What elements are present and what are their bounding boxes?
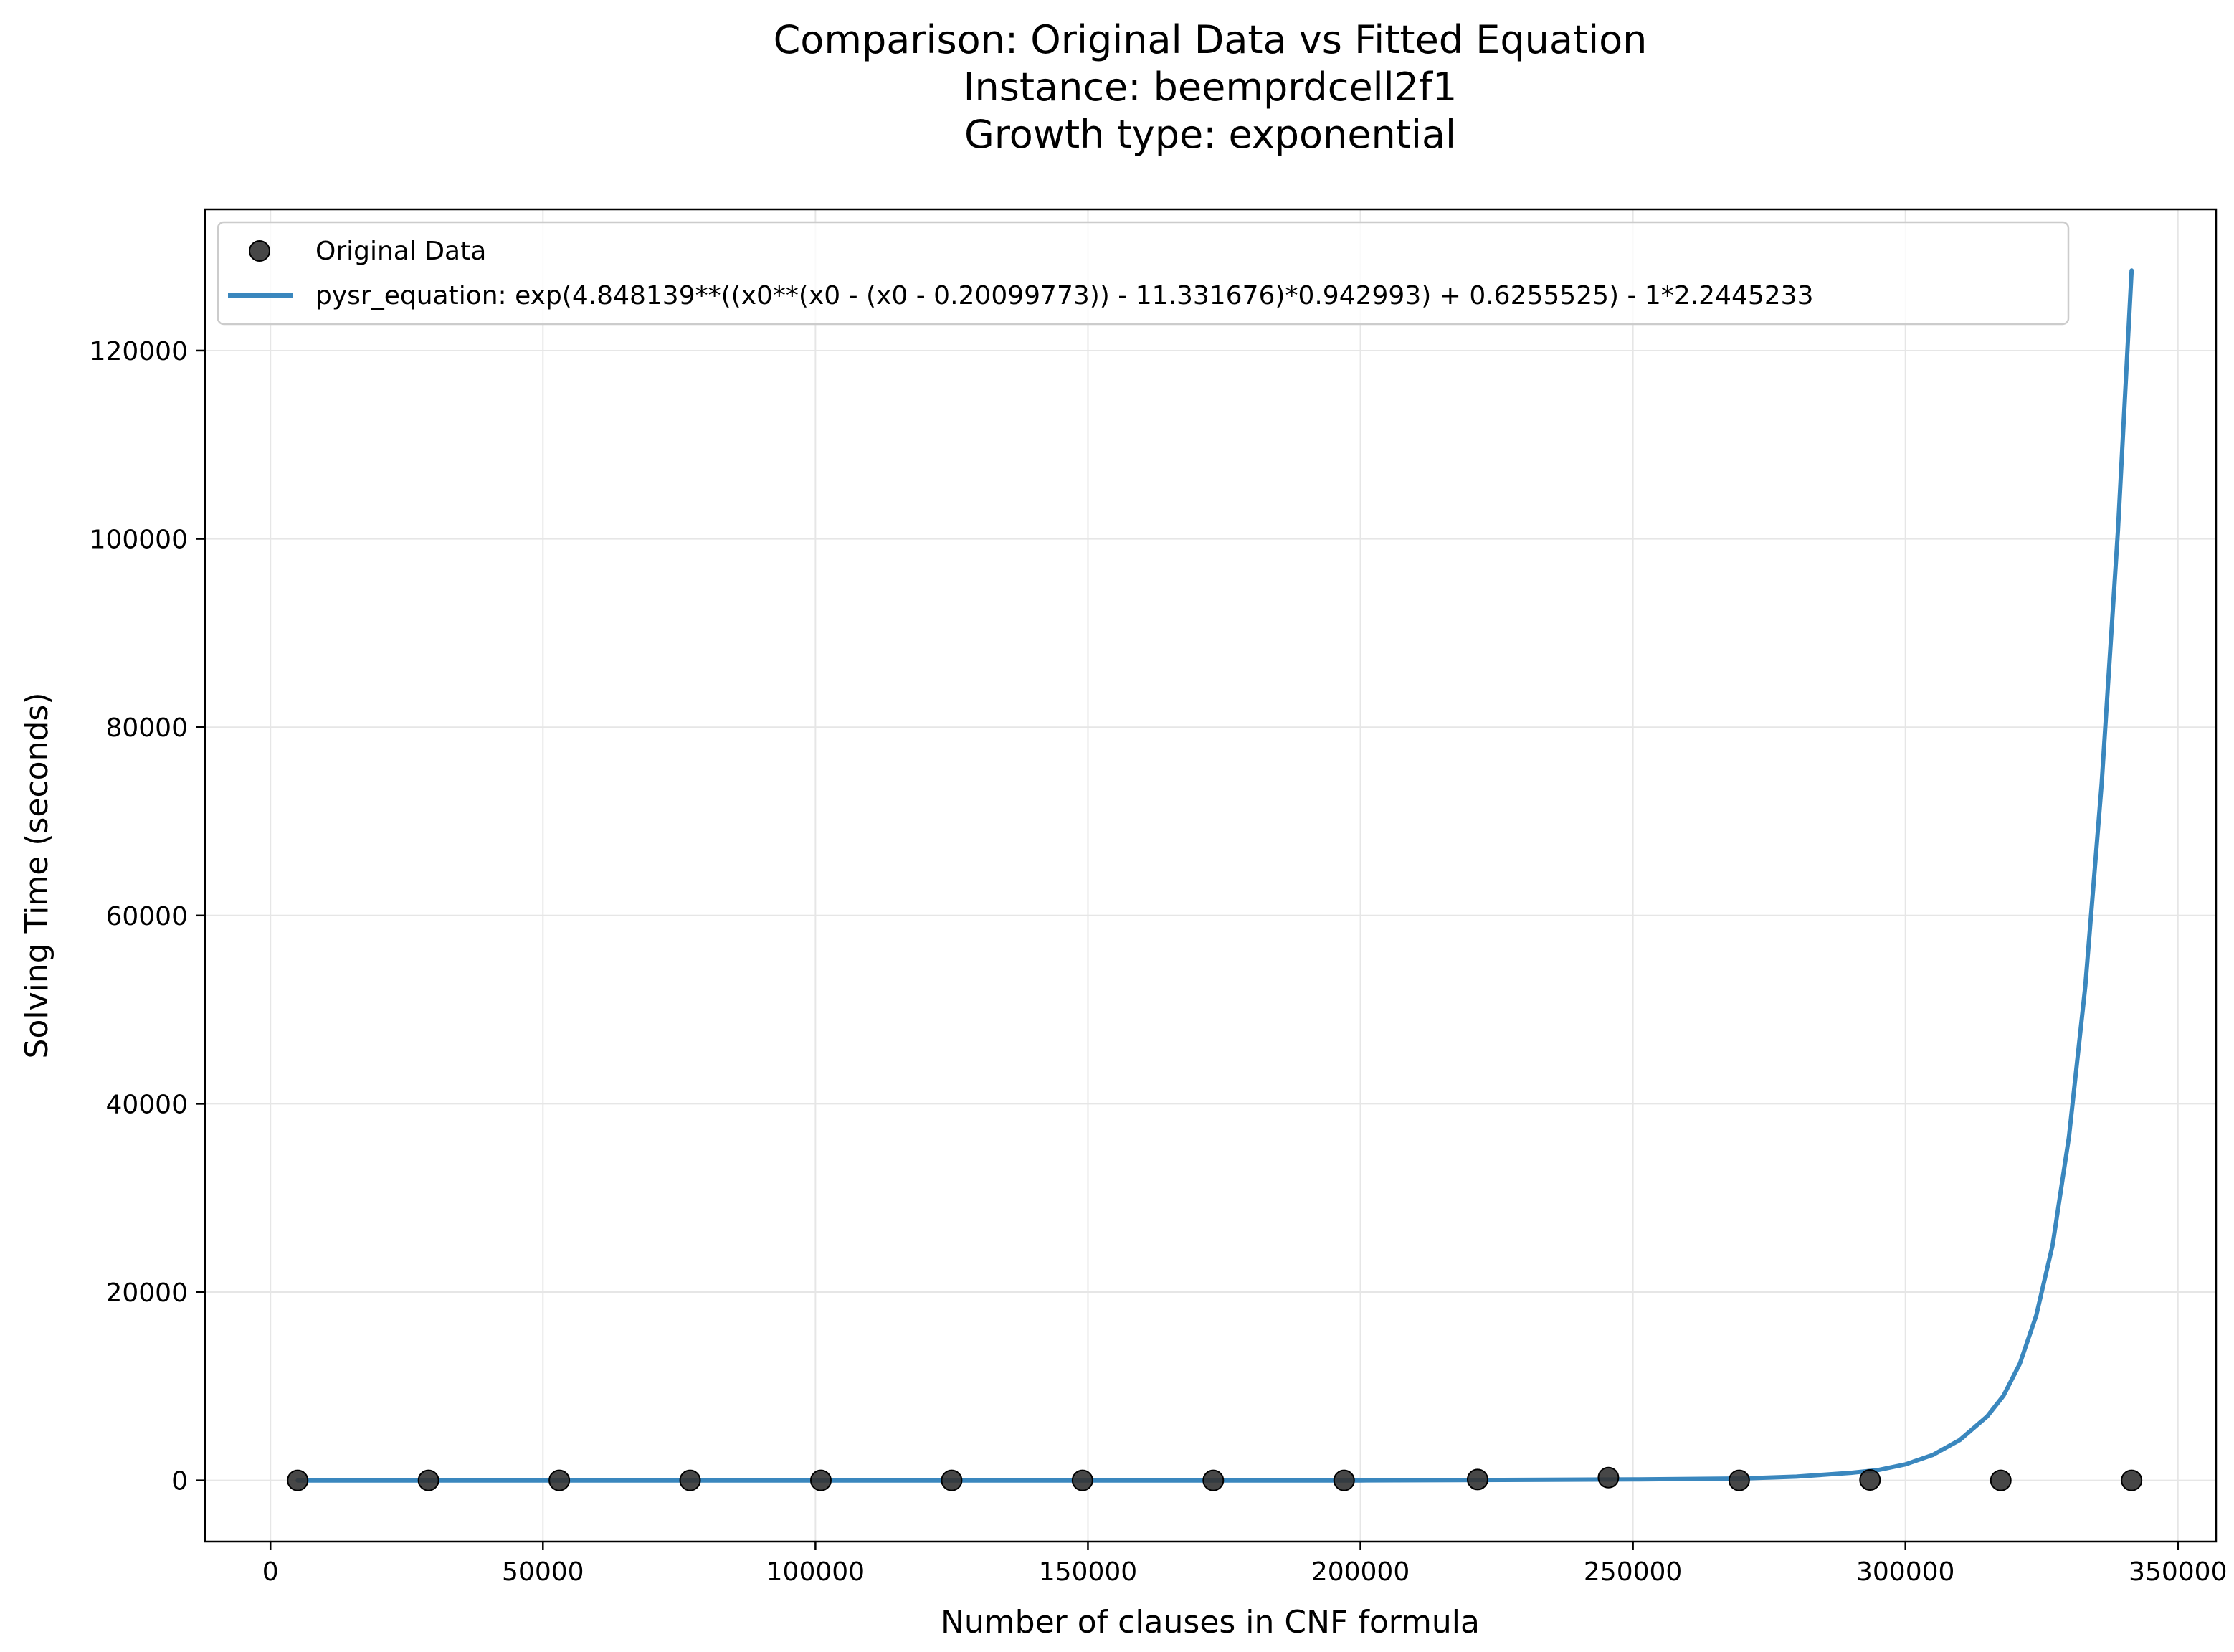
y-tick-label: 0 xyxy=(171,1467,188,1496)
data-point xyxy=(1728,1469,1750,1491)
data-point xyxy=(1859,1468,1881,1491)
legend: Original Data pysr_equation: exp(4.84813… xyxy=(217,221,2070,326)
chart-title-line-1: Comparison: Original Data vs Fitted Equa… xyxy=(774,17,1648,62)
data-point xyxy=(2121,1469,2143,1491)
data-points-layer xyxy=(287,1466,2143,1491)
y-tick-label: 20000 xyxy=(105,1278,188,1308)
legend-box xyxy=(217,221,2070,326)
data-point xyxy=(1071,1469,1093,1491)
x-axis-label: Number of clauses in CNF formula xyxy=(941,1604,1480,1641)
y-tick-label: 60000 xyxy=(105,902,188,931)
x-tick-label: 150000 xyxy=(1039,1557,1137,1587)
x-tick-label: 100000 xyxy=(766,1557,865,1587)
x-tick-label: 300000 xyxy=(1856,1557,1954,1587)
x-tick-label: 200000 xyxy=(1311,1557,1410,1587)
y-tick-label: 100000 xyxy=(90,526,188,555)
plot-frame xyxy=(204,208,2218,1543)
y-axis-label: Solving Time (seconds) xyxy=(19,693,55,1059)
legend-marker-scatter xyxy=(249,240,270,262)
data-point xyxy=(1202,1469,1225,1491)
legend-label-original-data: Original Data xyxy=(315,237,486,266)
data-point xyxy=(941,1469,963,1491)
data-point xyxy=(287,1469,309,1491)
x-tick-label: 50000 xyxy=(502,1557,584,1587)
x-tick-label: 350000 xyxy=(2129,1557,2227,1587)
chart-title-line-3: Growth type: exponential xyxy=(964,112,1456,157)
fitted-curve-layer xyxy=(295,268,2134,1483)
data-point xyxy=(1597,1466,1620,1489)
y-tick-label: 40000 xyxy=(105,1090,188,1119)
data-point xyxy=(1333,1469,1355,1491)
y-tick-label: 80000 xyxy=(105,713,188,743)
y-axis-ticks: 0 20000 40000 60000 80000 100000 120000 xyxy=(90,337,205,1496)
chart-title-line-2: Instance: beemprdcell2f1 xyxy=(964,65,1458,110)
data-point xyxy=(679,1469,701,1491)
data-point xyxy=(809,1469,832,1491)
legend-label-pysr-equation: pysr_equation: exp(4.848139**((x0**(x0 -… xyxy=(315,281,1814,310)
x-tick-label: 0 xyxy=(262,1557,279,1587)
data-point xyxy=(417,1469,439,1491)
data-point xyxy=(548,1469,571,1491)
y-tick-label: 120000 xyxy=(90,337,188,366)
x-axis-ticks: 0 50000 100000 150000 200000 250000 300000 3500… xyxy=(262,1542,2228,1587)
x-tick-label: 250000 xyxy=(1584,1557,1682,1587)
data-point xyxy=(1990,1469,2012,1491)
data-point xyxy=(1466,1468,1488,1491)
fitted-equation-line xyxy=(295,268,2134,1483)
